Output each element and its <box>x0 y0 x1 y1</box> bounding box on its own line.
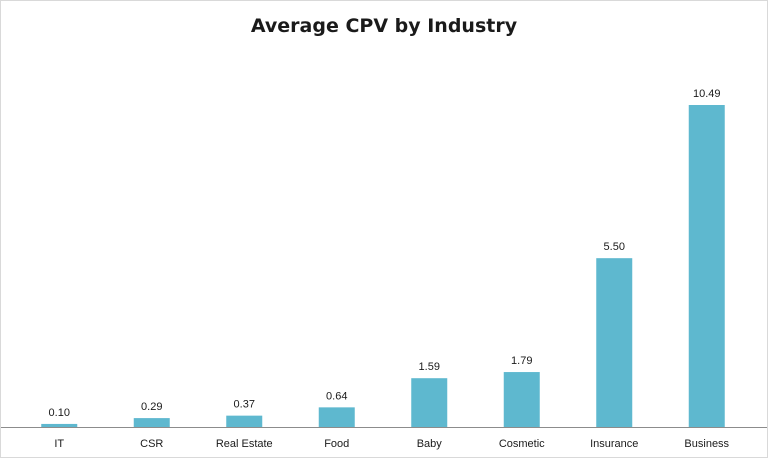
value-label: 10.49 <box>693 88 721 100</box>
value-label: 0.64 <box>326 390 347 402</box>
value-label: 1.79 <box>511 355 532 367</box>
bars-layer <box>41 105 725 427</box>
value-label: 5.50 <box>604 241 625 253</box>
category-label: IT <box>54 438 64 450</box>
bar-baby <box>411 378 448 427</box>
bar-csr <box>133 418 170 427</box>
bar-real-estate <box>226 415 263 427</box>
bar-food <box>318 407 355 427</box>
value-labels-layer: 0.10 0.29 0.37 0.64 1.59 1.79 5.50 10.49 <box>49 88 721 419</box>
category-label: Food <box>324 438 349 450</box>
bar-cosmetic <box>503 372 540 427</box>
category-label: Business <box>684 438 729 450</box>
value-label: 0.10 <box>49 407 70 419</box>
bar-insurance <box>596 258 633 427</box>
chart-title: Average CPV by Industry <box>250 15 518 37</box>
value-label: 0.29 <box>141 401 162 413</box>
category-label: Baby <box>417 438 443 450</box>
category-labels-layer: IT CSR Real Estate Food Baby Cosmetic Insuranc… <box>54 438 729 450</box>
category-label: CSR <box>140 438 163 450</box>
bar-business <box>688 105 725 427</box>
value-label: 0.37 <box>234 399 255 411</box>
bar-it <box>41 423 78 427</box>
category-label: Insurance <box>590 438 638 450</box>
value-label: 1.59 <box>419 361 440 373</box>
category-label: Cosmetic <box>499 438 545 450</box>
category-label: Real Estate <box>216 438 273 450</box>
